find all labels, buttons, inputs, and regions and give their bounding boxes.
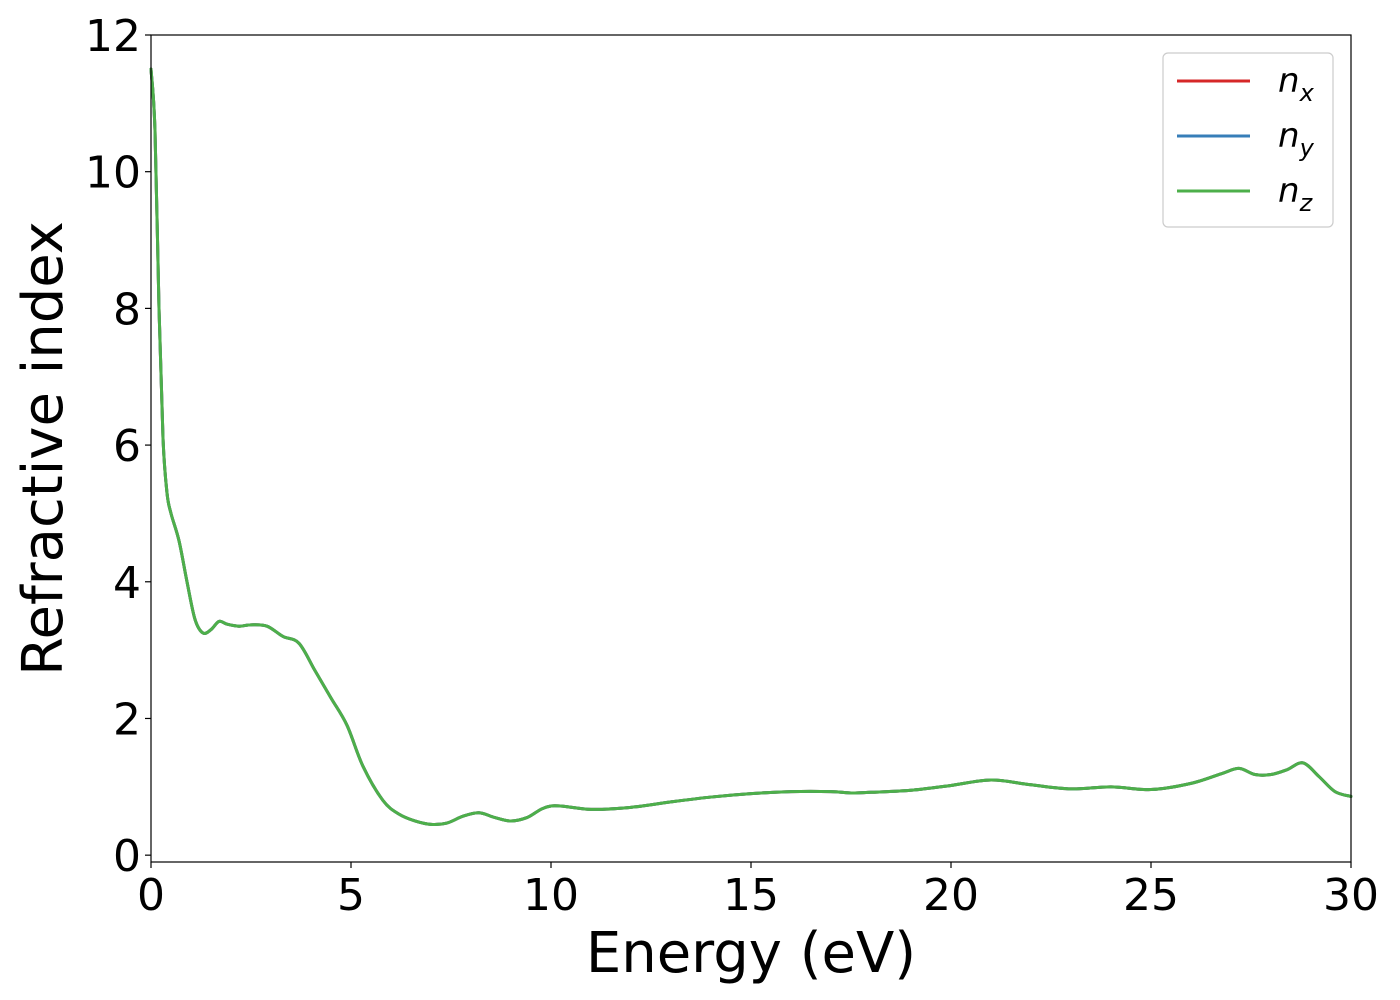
series-line-z: [149, 67, 1353, 827]
y-tick-label: 6: [113, 421, 141, 472]
series-layer: [149, 67, 1353, 827]
legend-label-z: nz: [1278, 171, 1314, 217]
x-tick-label: 5: [337, 870, 365, 921]
x-tick-label: 25: [1123, 870, 1179, 921]
x-tick-label: 30: [1323, 870, 1379, 921]
y-axis-label: Refractive index: [11, 221, 76, 676]
y-tick-label: 4: [113, 558, 141, 609]
y-axis: 0 2 4 6 8 10 12: [85, 11, 151, 882]
y-tick-label: 8: [113, 284, 141, 335]
legend-label-y: ny: [1278, 116, 1315, 162]
y-tick-label: 10: [85, 148, 141, 199]
x-tick-label: 0: [137, 870, 165, 921]
y-tick-label: 0: [113, 831, 141, 882]
x-tick-label: 15: [723, 870, 779, 921]
legend-box: [1162, 52, 1334, 228]
legend: nx ny nz: [1162, 52, 1334, 228]
x-axis-label: Energy (eV): [586, 921, 916, 986]
y-tick-label: 12: [85, 11, 141, 62]
y-tick-label: 2: [113, 694, 141, 745]
x-axis: 0 5 10 15 20 25 30: [137, 862, 1379, 921]
x-tick-label: 20: [923, 870, 979, 921]
legend-label-x: nx: [1278, 61, 1315, 107]
x-tick-label: 10: [523, 870, 579, 921]
